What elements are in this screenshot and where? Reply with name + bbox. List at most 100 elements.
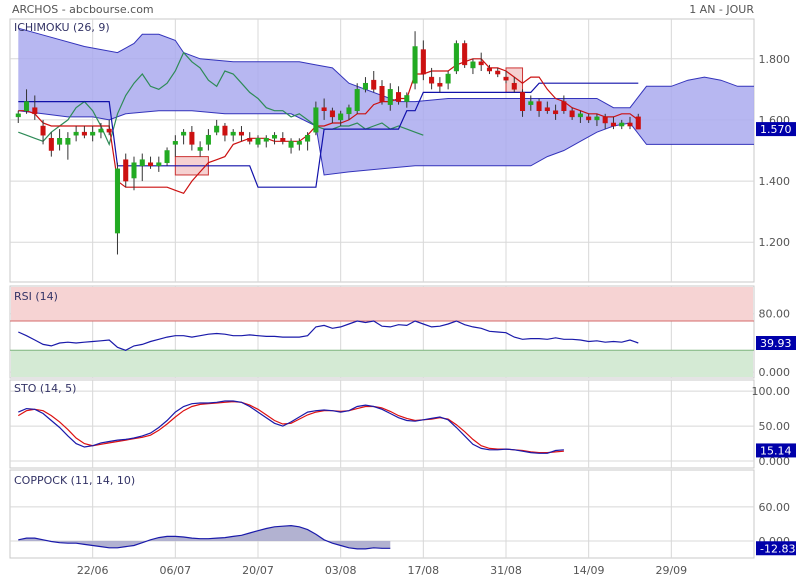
candle-body (131, 162, 137, 179)
xtick-label: 03/08 (325, 564, 357, 577)
header-period: 1 AN - JOUR (689, 3, 754, 16)
candle-body (544, 107, 550, 111)
coppock-line (18, 524, 391, 550)
candle-body (81, 131, 87, 136)
last-value-badge (756, 443, 796, 458)
last-value-text: 15.14 (760, 444, 792, 457)
candle-body (619, 122, 625, 127)
candle-body (280, 138, 286, 142)
panel-frame-sto (9, 379, 755, 469)
candle-body (172, 141, 178, 145)
candle-body (379, 86, 385, 102)
rsi-oversold-zone (11, 350, 753, 377)
candle-body (181, 131, 187, 136)
candle-body (139, 159, 145, 167)
candle-body (429, 76, 435, 84)
candle-body (205, 134, 211, 145)
candle-body (98, 128, 104, 133)
candle-body (594, 116, 600, 121)
candle-body (520, 92, 526, 111)
candle-body (610, 122, 616, 127)
candle-body (272, 134, 278, 139)
candle-body (586, 116, 592, 121)
candle-body (114, 168, 120, 234)
candle-body (462, 43, 468, 66)
candle-body (437, 82, 443, 87)
candle-body (123, 159, 129, 182)
candle-body (470, 61, 476, 69)
xtick-label: 06/07 (159, 564, 191, 577)
candle-body (222, 125, 228, 136)
ytick-label: 80.00 (759, 308, 791, 321)
last-value-badge (756, 336, 796, 351)
ytick-label: 60.00 (759, 501, 791, 514)
ytick-label: 1.800 (759, 53, 791, 66)
candle-body (189, 131, 195, 145)
candle-body (404, 95, 410, 102)
coppock-area (18, 525, 391, 549)
candle-body (214, 125, 220, 133)
candle-body (420, 49, 426, 75)
candle-body (346, 107, 352, 115)
candle-body (296, 141, 302, 145)
candle-body (57, 138, 63, 145)
xtick-label: 22/06 (77, 564, 109, 577)
ytick-label: 100.00 (752, 385, 791, 398)
candle-body (164, 150, 170, 163)
tenkan-line (18, 58, 639, 195)
panel-label-ichimoku: ICHIMOKU (26, 9) (14, 21, 110, 34)
sto-d-line (17, 401, 564, 454)
candle-body (362, 82, 368, 90)
cloud-bottom-line (18, 110, 754, 176)
candle-body (321, 107, 327, 111)
candle-body (288, 141, 294, 148)
candle-body (24, 101, 30, 111)
candle-body (412, 46, 418, 84)
header-title: ARCHOS - abcbourse.com (12, 3, 154, 16)
last-value-badge (756, 122, 796, 137)
candle-body (247, 138, 253, 142)
candle-body (48, 138, 54, 151)
candle-body (445, 73, 451, 84)
candle-body (371, 79, 377, 90)
sto-k-line (18, 400, 564, 454)
chikou-line (18, 51, 424, 147)
candle-body (338, 113, 344, 121)
candle-body (627, 122, 633, 127)
ytick-label: 0.000 (759, 366, 791, 379)
candle-body (569, 110, 575, 118)
candle-body (40, 125, 46, 136)
candle-body (528, 101, 534, 105)
candle-body (197, 147, 203, 151)
candle-body (396, 92, 402, 102)
xtick-label: 20/07 (242, 564, 274, 577)
candle-body (313, 107, 319, 133)
panel-label-rsi: RSI (14) (14, 290, 58, 303)
xtick-label: 29/09 (655, 564, 687, 577)
candle-body (255, 138, 261, 145)
rsi-overbought-zone (11, 287, 753, 322)
xtick-label: 14/09 (573, 564, 605, 577)
xtick-label: 31/08 (490, 564, 522, 577)
ytick-label: 1.400 (759, 175, 791, 188)
panel-label-sto: STO (14, 5) (14, 382, 76, 395)
candle-body (577, 113, 583, 118)
ytick-label: 1.200 (759, 236, 791, 249)
candle-body (453, 43, 459, 72)
candle-body (536, 101, 542, 111)
candle-body (354, 89, 360, 111)
candle-body (263, 138, 269, 142)
candle-body (495, 70, 501, 75)
candle-body (553, 110, 559, 115)
candle-body (329, 110, 335, 118)
last-value-text: 1.570 (760, 123, 792, 136)
candle-body (32, 107, 38, 115)
kijun-line (18, 82, 639, 188)
candle-body (106, 128, 112, 133)
candle-body (478, 61, 484, 66)
candle-body (73, 131, 79, 136)
candle-body (387, 89, 393, 105)
xtick-label: 17/08 (407, 564, 439, 577)
candle-body (561, 101, 567, 111)
